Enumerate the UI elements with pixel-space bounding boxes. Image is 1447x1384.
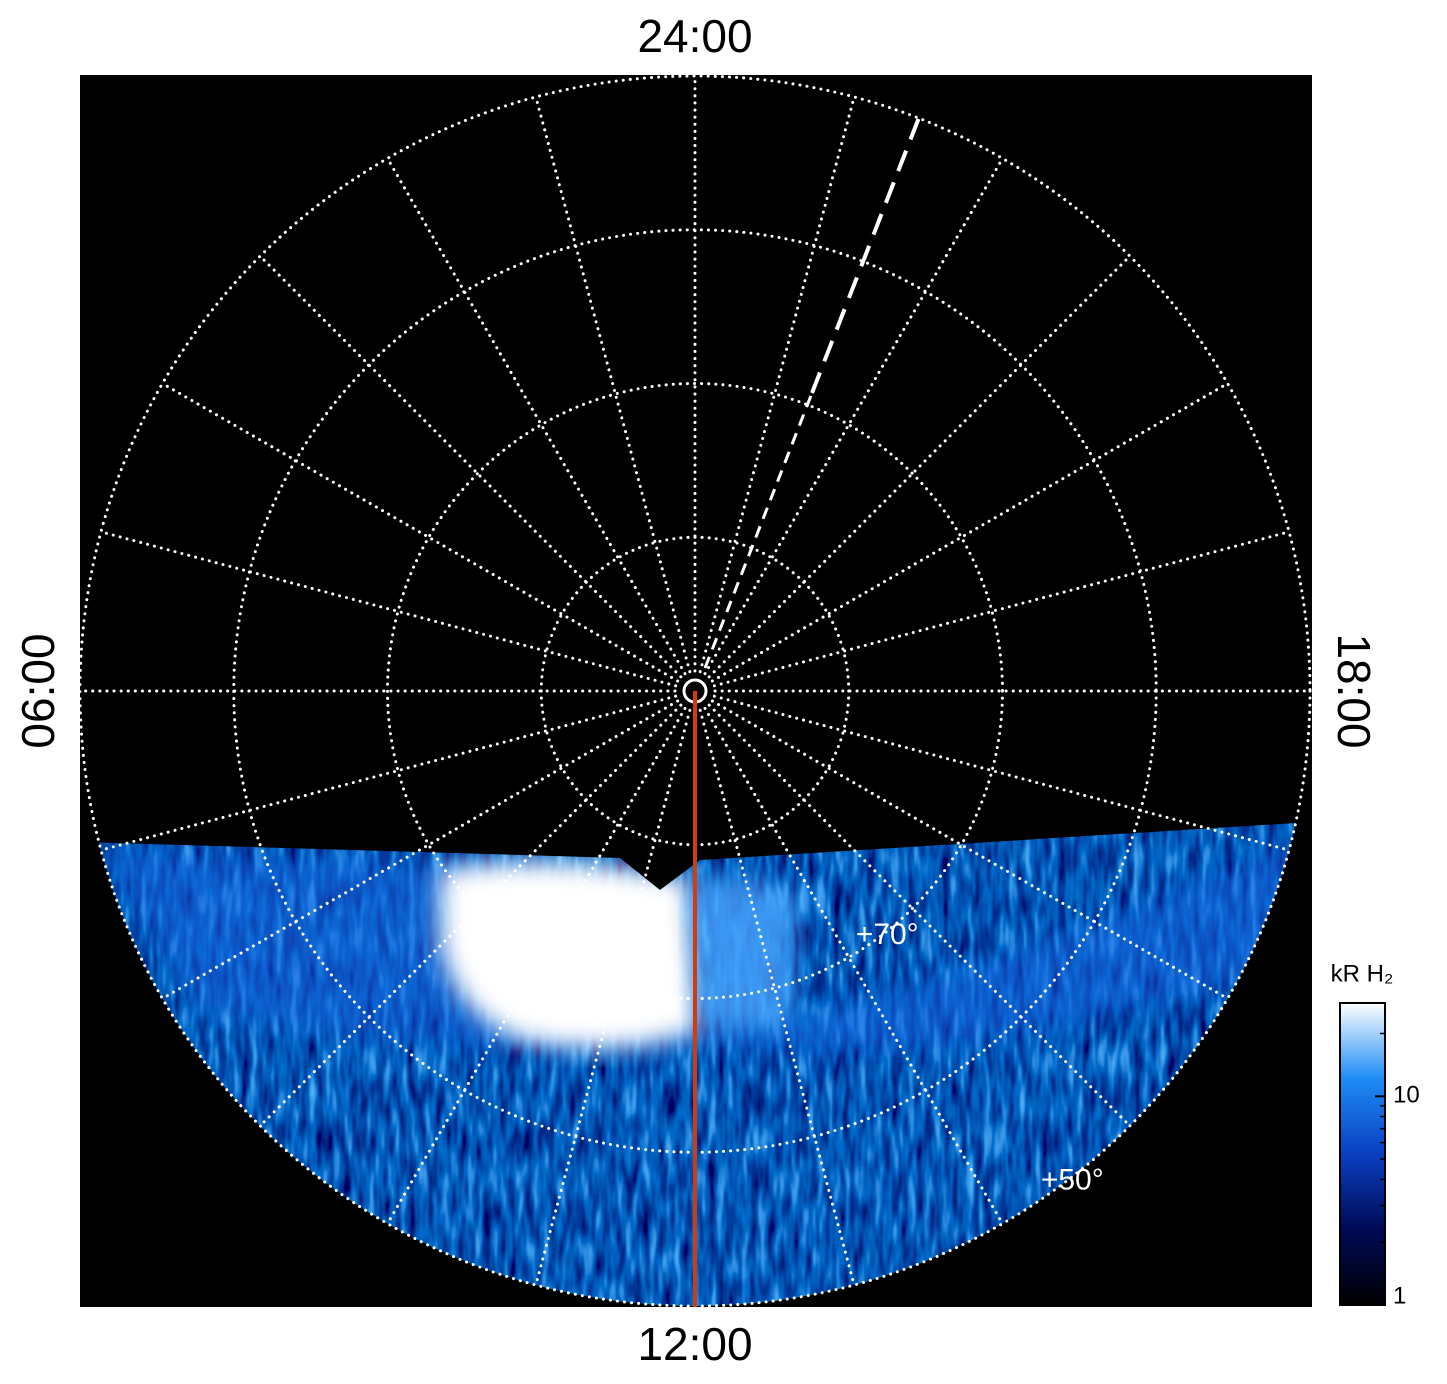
meridian-line (99, 530, 678, 688)
meridian-line (534, 708, 692, 1287)
meridian-line (712, 530, 1291, 688)
meridian-line (258, 254, 683, 679)
meridian-line (534, 95, 692, 674)
meridian-line (710, 382, 1230, 683)
meridian-line (707, 254, 1132, 679)
colorbar-tick-label: 1 (1393, 1282, 1406, 1309)
time-label: 18:00 (1328, 633, 1380, 748)
polar-grid (78, 74, 1312, 1308)
meridian-line (99, 694, 678, 852)
reference-line (703, 392, 814, 669)
time-label: 12:00 (637, 1318, 752, 1370)
time-label: 06:00 (12, 633, 64, 748)
meridian-line (258, 703, 683, 1128)
meridian-line (160, 699, 680, 1000)
colorbar-tick-label: 10 (1393, 1082, 1420, 1109)
colorbar (1339, 1002, 1386, 1306)
latitude-label: +70° (856, 918, 919, 951)
meridian-line (160, 382, 680, 683)
meridian-line (698, 708, 856, 1287)
meridian-line (698, 95, 856, 674)
meridian-line (712, 694, 1291, 852)
reference-line (810, 114, 922, 394)
meridian-line (386, 156, 687, 676)
meridian-line (710, 699, 1230, 1000)
time-label: 24:00 (637, 10, 752, 62)
meridian-line (386, 706, 687, 1226)
meridian-line (707, 703, 1132, 1128)
latitude-label: +50° (1041, 1164, 1104, 1197)
colorbar-axis: 1 10 (1375, 1032, 1420, 1309)
colorbar-title: kR H₂ (1331, 960, 1394, 987)
meridian-line (703, 706, 1004, 1226)
meridian-line (703, 156, 1004, 676)
